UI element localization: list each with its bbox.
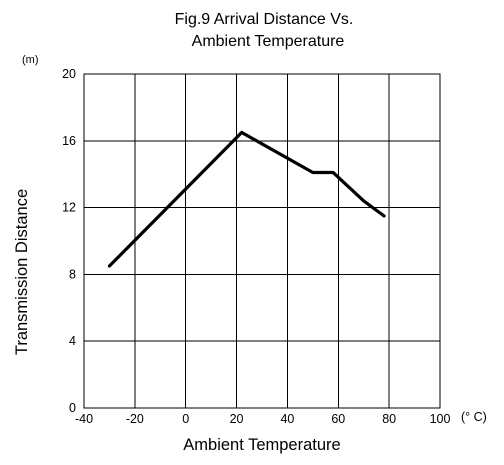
y-tick-label: 8: [69, 267, 76, 281]
x-tick-label: -20: [126, 412, 144, 426]
x-tick-label: 20: [230, 412, 244, 426]
x-tick-label: 40: [280, 412, 294, 426]
series-line-1: [107, 130, 386, 268]
grid: [83, 73, 441, 409]
y-tick-label: 12: [62, 201, 76, 215]
y-axis-title: Transmission Distance: [13, 189, 31, 355]
chart-title: Fig.9 Arrival Distance Vs. Ambient Tempe…: [175, 11, 354, 50]
x-tick-label: 100: [430, 412, 451, 426]
x-unit-label: (° C): [461, 410, 487, 424]
chart-title-line-2: Ambient Temperature: [192, 33, 345, 50]
x-tick-label: 80: [382, 412, 396, 426]
x-tick-label: -40: [75, 412, 93, 426]
x-tick-label: 60: [331, 412, 345, 426]
x-tick-label: 0: [182, 412, 189, 426]
series-layer: [107, 130, 386, 268]
tick-labels: -40 -20 0 20 40 60 80 100 0 4 8 12 16 20: [62, 67, 450, 426]
y-tick-label: 16: [62, 134, 76, 148]
y-tick-label: 20: [62, 67, 76, 81]
chart-title-line-1: Fig.9 Arrival Distance Vs.: [175, 11, 354, 28]
y-tick-label: 0: [69, 401, 76, 415]
plot-area: [83, 73, 441, 409]
y-unit-label: (m): [22, 54, 39, 66]
x-axis-title: Ambient Temperature: [183, 436, 340, 454]
y-tick-label: 4: [69, 334, 76, 348]
